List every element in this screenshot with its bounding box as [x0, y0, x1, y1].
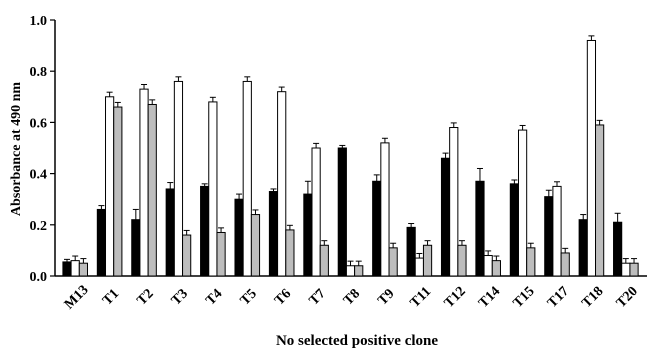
bar [201, 186, 209, 276]
bar [174, 81, 182, 276]
bar [545, 197, 553, 276]
bar [106, 97, 114, 276]
bar [527, 248, 535, 276]
x-tick-label: T15 [511, 284, 538, 311]
bar [183, 235, 191, 276]
x-tick-label: T3 [169, 286, 191, 308]
x-tick-label: T6 [272, 286, 294, 308]
bar [381, 143, 389, 276]
bar [389, 248, 397, 276]
bar [579, 220, 587, 276]
y-tick-label: 0.2 [30, 219, 48, 234]
x-tick-label: T7 [307, 286, 329, 308]
bar [346, 266, 354, 276]
bar [450, 128, 458, 276]
bar [373, 181, 381, 276]
bar [148, 104, 156, 276]
y-tick-label: 0.4 [30, 168, 48, 183]
x-tick-label: M13 [62, 283, 92, 313]
bar [140, 89, 148, 276]
y-tick-label: 0.0 [30, 270, 48, 285]
bar [476, 181, 484, 276]
bar [355, 266, 363, 276]
bar [553, 186, 561, 276]
bar [166, 189, 174, 276]
bar [510, 184, 518, 276]
x-tick-label: T11 [408, 284, 435, 311]
x-tick-label: T12 [442, 284, 469, 311]
y-tick-label: 0.6 [30, 116, 48, 131]
x-tick-label: T5 [238, 286, 260, 308]
bar [304, 194, 312, 276]
plot-area: 0.0 0.2 0.4 0.6 0.8 1.0 M13 T1 T2 T3 T4 T5 T6 T7 T8 T9 T… [30, 14, 647, 312]
y-axis-title: Absorbance at 490 nm [9, 82, 24, 217]
bar [407, 227, 415, 276]
bar [132, 220, 140, 276]
bar [561, 253, 569, 276]
bar [312, 148, 320, 276]
y-tick-label: 0.8 [30, 65, 48, 80]
bar [286, 230, 294, 276]
x-tick-label: T8 [341, 286, 363, 308]
x-tick-label: T2 [134, 286, 156, 308]
x-tick-label: T18 [579, 284, 606, 311]
bar [114, 107, 122, 276]
bar [338, 148, 346, 276]
bar [423, 245, 431, 276]
bar [630, 263, 638, 276]
bar [97, 209, 105, 276]
x-tick-label: T14 [476, 284, 503, 311]
bar [587, 40, 595, 276]
y-tick-label: 1.0 [30, 14, 48, 29]
x-tick-label: T1 [100, 286, 122, 308]
x-tick-label: T9 [375, 286, 397, 308]
bar [63, 262, 71, 276]
bar [596, 125, 604, 276]
bar [492, 261, 500, 276]
bar [235, 199, 243, 276]
bar [441, 158, 449, 276]
bar [320, 245, 328, 276]
x-tick-label: T4 [203, 286, 225, 308]
x-axis-title: No selected positive clone [276, 333, 438, 349]
bar [209, 102, 217, 276]
bar [415, 258, 423, 276]
bar [71, 261, 79, 276]
bar [484, 256, 492, 276]
x-tick-label: T17 [545, 284, 572, 311]
bar [278, 92, 286, 276]
bar [269, 192, 277, 276]
bar [79, 263, 87, 276]
bar [217, 232, 225, 276]
bar [614, 222, 622, 276]
bar [518, 130, 526, 276]
bar [251, 215, 259, 276]
bar [622, 263, 630, 276]
bar [458, 245, 466, 276]
bar [243, 81, 251, 276]
x-tick-label: T20 [614, 284, 641, 311]
